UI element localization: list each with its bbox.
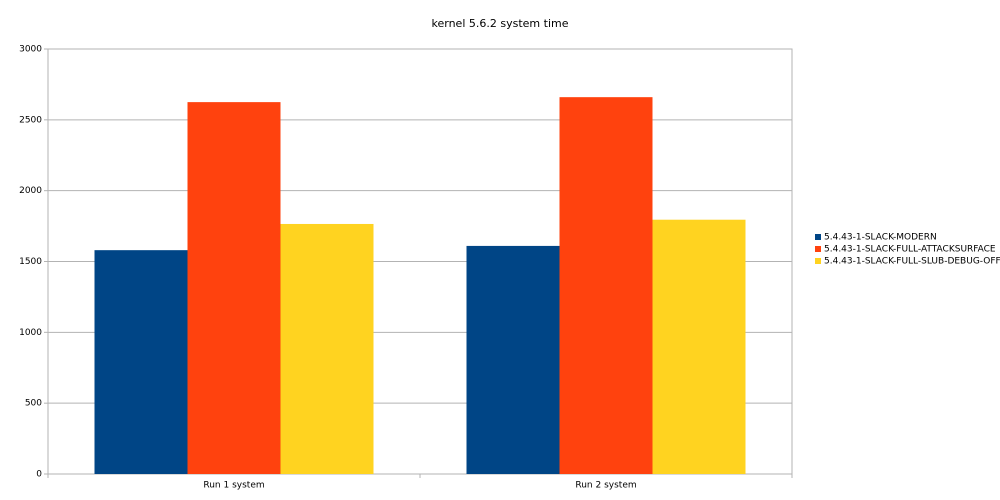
y-tick-label: 500: [25, 399, 42, 409]
bar: [652, 219, 746, 474]
legend-swatch: [815, 258, 821, 264]
bar: [559, 97, 653, 475]
legend-swatch: [815, 234, 821, 240]
bar: [280, 223, 374, 474]
y-tick-label: 1500: [19, 257, 42, 267]
y-tick-label: 2500: [19, 115, 42, 125]
y-tick-label: 2000: [19, 186, 42, 196]
y-tick-label: 0: [36, 470, 42, 480]
bar: [466, 245, 560, 474]
y-tick-label: 3000: [19, 45, 42, 55]
y-tick-label: 1000: [19, 328, 42, 338]
legend-label: 5.4.43-1-SLACK-FULL-ATTACKSURFACE: [824, 245, 996, 255]
bar: [187, 102, 281, 474]
x-tick-label: Run 1 system: [203, 481, 264, 491]
legend-swatch: [815, 246, 821, 252]
chart-title: kernel 5.6.2 system time: [432, 17, 569, 30]
x-tick-label: Run 2 system: [575, 481, 636, 491]
legend-label: 5.4.43-1-SLACK-FULL-SLUB-DEBUG-OFF: [824, 257, 1000, 267]
bar: [94, 250, 188, 474]
legend-label: 5.4.43-1-SLACK-MODERN: [824, 233, 937, 243]
